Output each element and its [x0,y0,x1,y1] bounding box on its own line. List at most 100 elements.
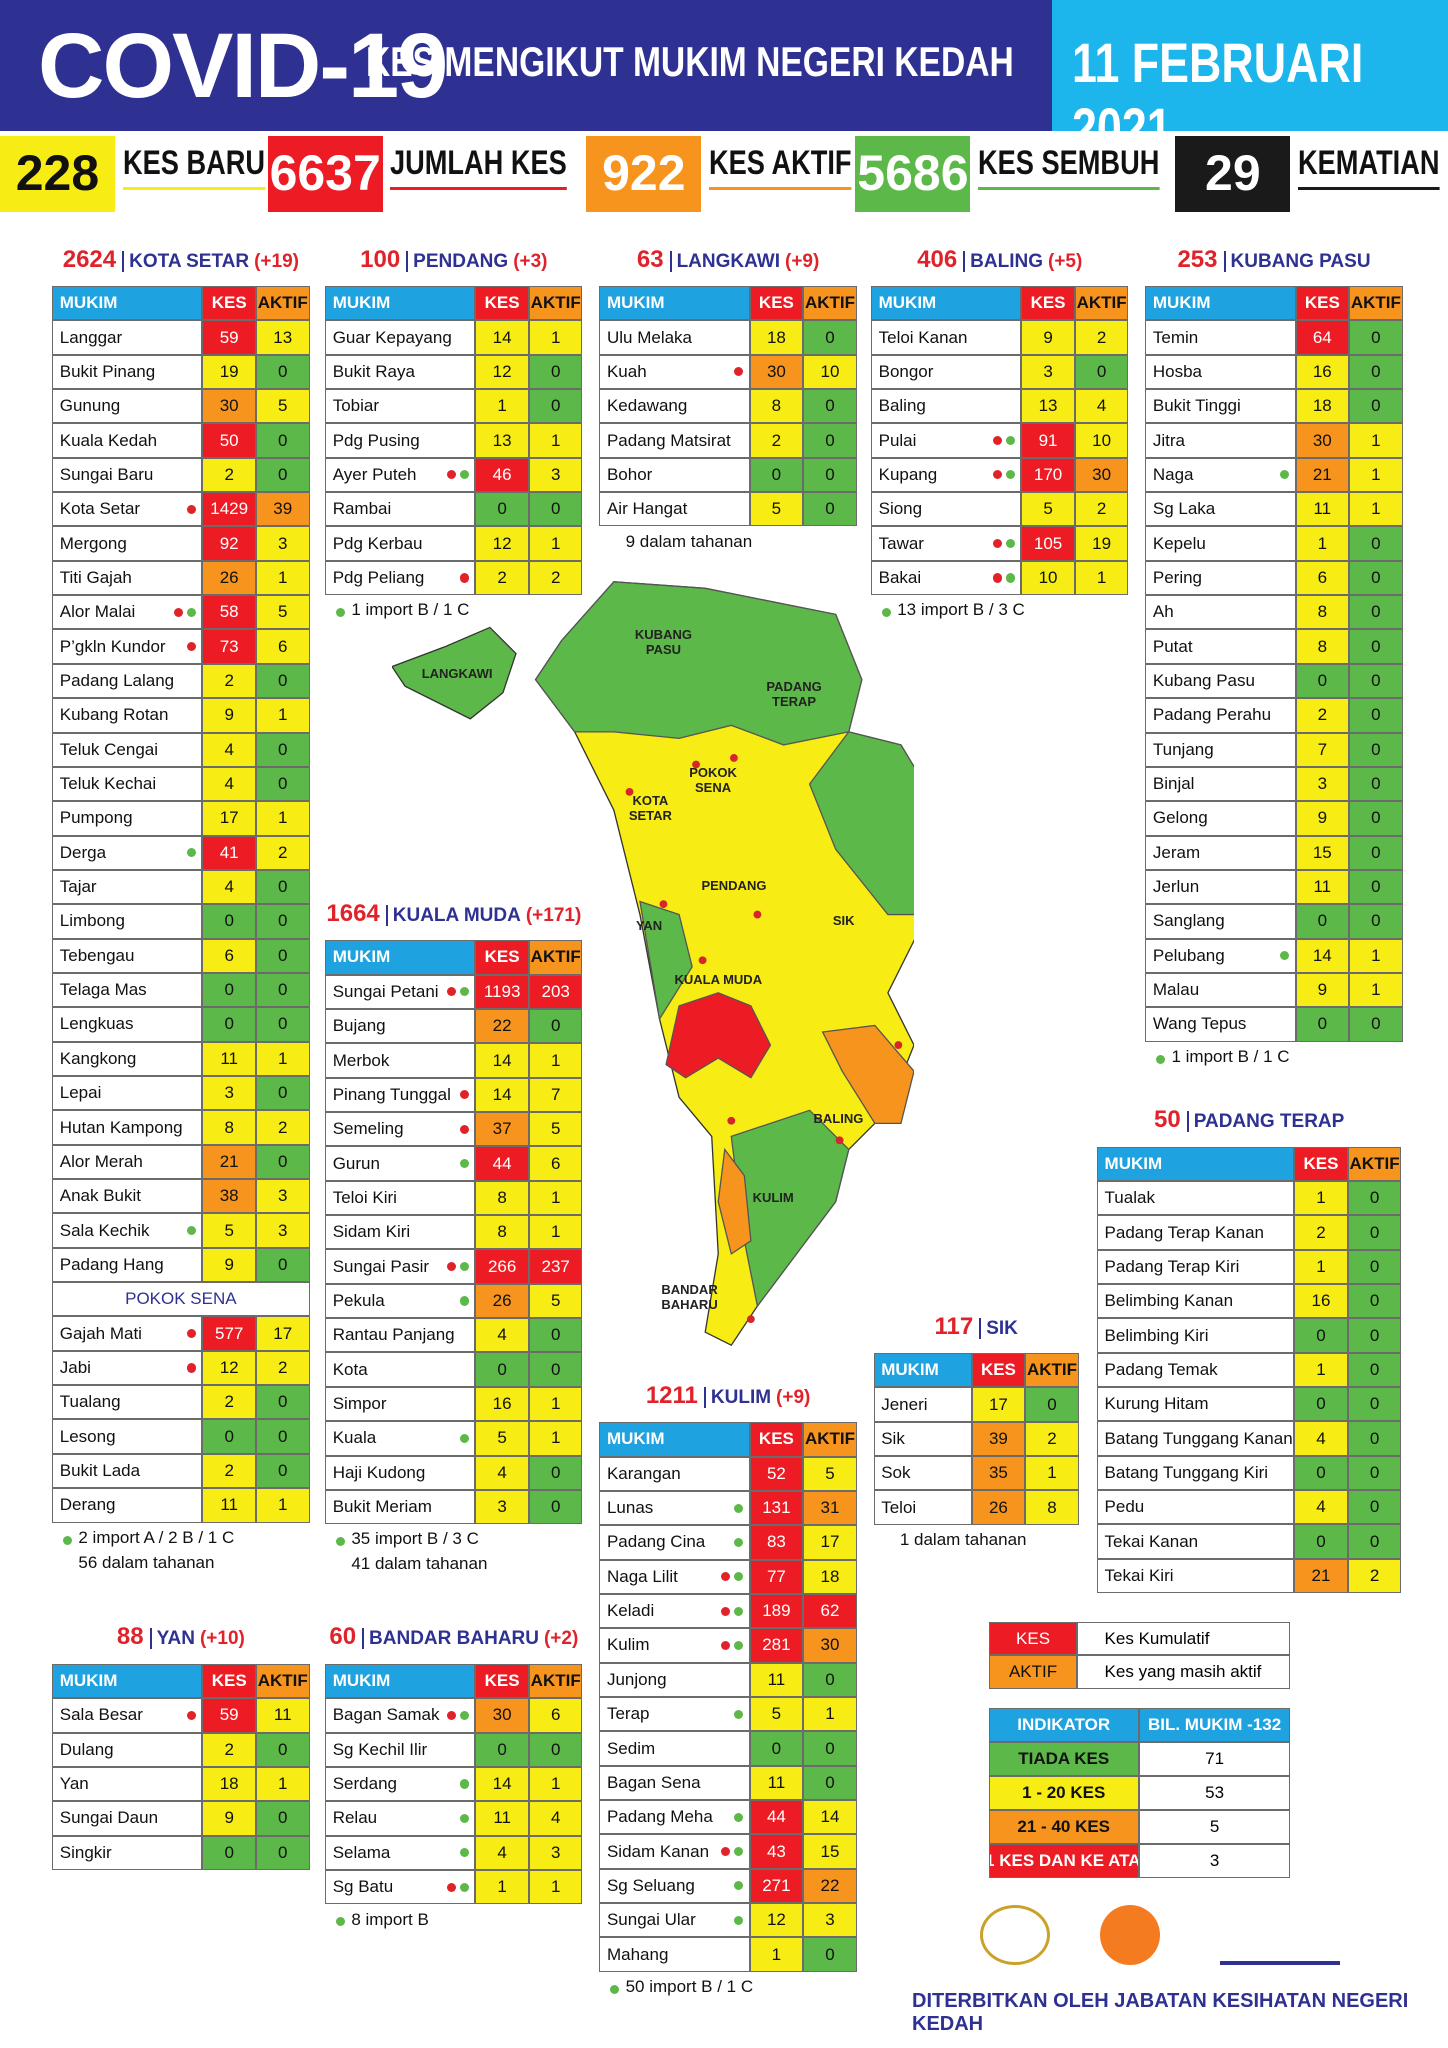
aktif-value: 0 [1349,354,1403,390]
district-name: PADANG TERAP [1186,1111,1345,1133]
aktif-value: 0 [528,354,583,390]
kes-value: 5 [202,1213,256,1248]
kes-value: 8 [1295,629,1350,664]
kes-value: 14 [475,1077,529,1113]
mukim-name: Padang Matsirat [599,423,750,458]
kes-value: 26 [202,560,256,596]
status-dot [720,1572,731,1582]
aktif-value: 5 [528,1283,583,1319]
district-total: 2624 [62,245,117,273]
status-dot [1005,573,1015,583]
aktif-value: 10 [803,354,857,390]
mukim-name: Semeling [325,1112,476,1147]
aktif-value: 30 [1074,457,1129,493]
col-header: AKTIF [1349,286,1403,321]
aktif-value: 0 [255,1076,310,1111]
aktif-value: 8 [1025,1490,1079,1525]
kes-value: 0 [202,904,256,939]
kes-value: 0 [475,1732,529,1767]
mukim-name: Sedim [599,1731,750,1766]
kes-value: 13 [475,423,529,458]
mukim-name: Relau [325,1801,476,1836]
aktif-value: 0 [1347,1318,1402,1353]
status-dot [459,1813,469,1823]
mukim-name: Bagan Sena [599,1765,750,1801]
aktif-value: 0 [528,492,583,527]
aktif-value: 15 [803,1834,857,1869]
mukim-name: Alor Merah [52,1144,203,1180]
aktif-value: 0 [255,354,310,390]
logo [1220,1915,1340,1965]
col-header: AKTIF [255,286,310,321]
indicator-count: 5 [1138,1810,1291,1845]
district-title: 1211 KULIM (+9) [599,1382,856,1410]
aktif-value: 0 [255,1419,310,1454]
kes-value: 1 [475,389,529,424]
mukim-name: Padang Cina [599,1525,750,1560]
kes-value: 12 [475,526,529,561]
kes-value: 73 [202,629,256,664]
kes-value: 1 [1295,526,1350,561]
aktif-value: 1 [803,1697,857,1732]
mukim-name: Pumpong [52,801,203,836]
note: 1 import B / 1 C [1171,1046,1290,1066]
kes-value: 0 [749,457,804,493]
mukim-name: Binjal [1145,766,1296,802]
aktif-value: 6 [255,629,310,664]
col-header: KES [1021,286,1075,321]
map-region [639,900,693,1021]
mukim-name: Padang Meha [599,1800,750,1835]
kes-value: 12 [749,1903,804,1938]
mukim-name: Ayer Puteh [325,457,476,493]
mukim-name: Karangan [599,1456,750,1491]
stat-value: 29 [1175,135,1291,212]
stat-value: 6637 [267,135,383,212]
kes-value: 35 [971,1456,1026,1491]
kes-value: 3 [475,1489,529,1525]
status-dot [1005,436,1015,446]
aktif-value: 62 [803,1593,857,1629]
col-header: KES [1294,1146,1348,1181]
mukim-name: Serdang [325,1766,476,1802]
mukim-name: Limbong [52,904,203,939]
kes-value: 9 [202,1247,256,1283]
aktif-value: 0 [1347,1215,1402,1250]
col-header: KES [749,1422,804,1457]
district-change: (+9) [785,250,820,272]
mukim-name: Pekula [325,1283,476,1319]
aktif-value: 0 [255,904,310,939]
map-region [808,731,914,916]
kes-value: 21 [202,1144,256,1180]
col-header: AKTIF [528,1663,583,1699]
aktif-value: 1 [528,423,583,458]
mukim-name: Tualak [1097,1181,1295,1216]
map-label: KUBANG PASU [634,626,692,657]
aktif-value: 0 [803,492,857,527]
kes-value: 11 [749,1765,804,1801]
mukim-name: Naga Lilit [599,1559,750,1594]
aktif-value: 1 [1349,938,1403,973]
status-dot [446,1882,456,1892]
indicator-header: BIL. MUKIM -132 [1138,1708,1291,1743]
status-dot [733,1709,744,1719]
kes-value: 83 [749,1525,804,1560]
mukim-name: Malau [1145,972,1296,1008]
kes-value: 9 [1021,320,1075,355]
title-main: COVID-19 [38,15,448,117]
district-total: 60 [329,1623,357,1651]
kes-value: 46 [475,457,529,493]
col-header: KES [475,286,529,321]
mukim-name: Lepai [52,1076,203,1111]
mukim-name: Sala Kechik [52,1213,203,1248]
mukim-name: P’gkln Kundor [52,629,203,664]
district-name: KULIM [703,1386,772,1408]
kes-value: 41 [202,835,256,870]
aktif-value: 1 [528,1043,583,1078]
status-dot [733,1640,744,1651]
kes-value: 14 [1295,938,1350,973]
mukim-name: Derang [52,1488,203,1523]
kes-value: 131 [749,1490,804,1526]
mukim-name: Sidam Kiri [325,1215,476,1250]
mukim-name: Dulang [52,1732,203,1767]
mukim-name: Sala Besar [52,1698,203,1733]
